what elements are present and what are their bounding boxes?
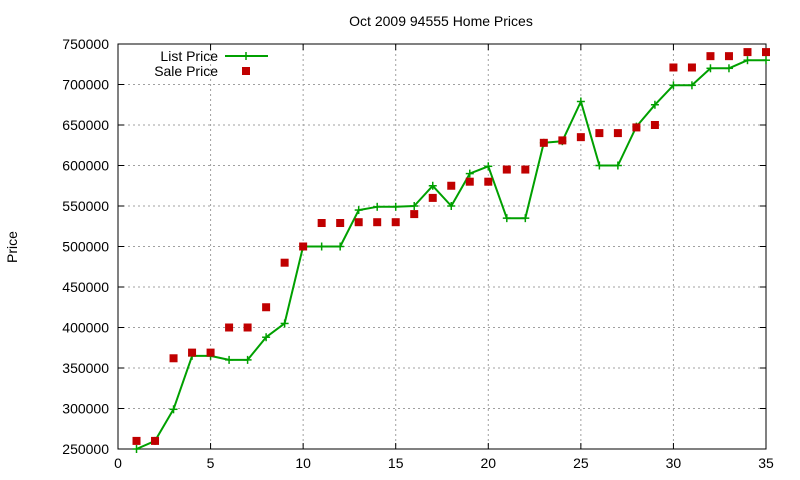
sale-price-point xyxy=(724,52,733,61)
sale-price-point xyxy=(280,258,289,267)
x-tick-label: 30 xyxy=(666,455,682,471)
y-tick-label: 750000 xyxy=(62,36,109,52)
sale-price-point xyxy=(743,48,752,57)
sale-price-point xyxy=(539,138,548,147)
list-price-point xyxy=(391,202,400,211)
sale-price-point xyxy=(410,210,419,219)
sale-price-point xyxy=(299,242,308,251)
list-price-point xyxy=(280,319,289,328)
legend-marker-sale-price xyxy=(242,67,250,75)
y-tick-label: 250000 xyxy=(62,441,109,457)
sale-price-point xyxy=(650,121,659,129)
y-tick-label: 400000 xyxy=(62,320,109,336)
sale-price-point xyxy=(243,323,252,332)
sale-price-point xyxy=(336,219,345,228)
sale-price-point xyxy=(132,436,141,445)
sale-price-point xyxy=(225,323,234,332)
list-price-point xyxy=(169,405,178,414)
sale-price-point xyxy=(521,165,530,174)
list-price-point xyxy=(576,97,585,106)
list-price-point xyxy=(613,161,622,170)
y-tick-label: 650000 xyxy=(62,117,109,133)
sale-price-point xyxy=(188,348,197,357)
list-price-point xyxy=(484,162,493,171)
list-price-point xyxy=(650,100,659,109)
sale-price-point xyxy=(558,136,567,145)
legend-label-sale-price: Sale Price xyxy=(154,63,218,79)
list-price-point xyxy=(373,202,382,211)
sale-price-point xyxy=(373,218,382,227)
list-price-point xyxy=(595,161,604,170)
sale-price-point xyxy=(576,133,585,142)
sale-price-point xyxy=(762,48,770,57)
sale-price-point xyxy=(502,165,511,174)
list-price-point xyxy=(132,445,141,453)
sale-price-point xyxy=(613,129,622,138)
sale-price-point xyxy=(317,219,326,228)
sale-price-point xyxy=(706,52,715,61)
list-price-point xyxy=(336,242,345,251)
list-price-point xyxy=(706,64,715,73)
axis-ticks: 0 5 10 15 20 25 30 35 250000 300000 350000 400000 45… xyxy=(62,36,774,471)
sale-price-point xyxy=(206,348,215,357)
x-tick-label: 20 xyxy=(480,455,496,471)
y-tick-label: 600000 xyxy=(62,158,109,174)
list-price-point xyxy=(669,81,678,90)
sale-price-point xyxy=(447,181,456,190)
sale-price-point xyxy=(391,218,400,227)
x-tick-label: 15 xyxy=(388,455,404,471)
sale-price-point xyxy=(151,436,160,445)
y-tick-label: 350000 xyxy=(62,360,109,376)
sale-price-point xyxy=(484,177,493,186)
list-price-point xyxy=(225,355,234,364)
x-tick-label: 10 xyxy=(295,455,311,471)
list-price-point xyxy=(724,64,733,73)
legend-label-list-price: List Price xyxy=(160,48,218,64)
list-price-point xyxy=(465,169,474,178)
list-price-point xyxy=(762,56,770,65)
y-tick-label: 500000 xyxy=(62,239,109,255)
list-price-point xyxy=(447,202,456,210)
x-tick-label: 25 xyxy=(573,455,589,471)
y-tick-label: 300000 xyxy=(62,401,109,417)
y-axis-label: Price xyxy=(4,231,20,263)
sale-price-point xyxy=(262,303,271,312)
list-price-point xyxy=(428,181,437,190)
series-layer xyxy=(132,48,770,453)
legend: List Price Sale Price xyxy=(154,48,268,79)
list-price-point xyxy=(521,214,530,223)
legend-marker-list-price xyxy=(242,52,250,60)
list-price-point xyxy=(502,214,511,223)
chart-title: Oct 2009 94555 Home Prices xyxy=(349,13,533,29)
list-price-point xyxy=(687,81,696,90)
sale-price-point xyxy=(169,354,178,363)
y-tick-label: 700000 xyxy=(62,77,109,93)
sale-price-point xyxy=(428,193,437,202)
list-price-point xyxy=(317,242,326,251)
sale-price-point xyxy=(632,123,641,132)
sale-price-point xyxy=(687,63,696,72)
grid-lines xyxy=(118,44,766,449)
x-tick-label: 35 xyxy=(758,455,774,471)
sale-price-point xyxy=(465,177,474,186)
list-price-point xyxy=(262,333,271,342)
list-price-point xyxy=(743,56,752,65)
sale-price-point xyxy=(354,218,363,227)
list-price-point xyxy=(354,206,363,215)
y-tick-label: 450000 xyxy=(62,279,109,295)
sale-price-point xyxy=(669,63,678,72)
x-tick-label: 0 xyxy=(114,455,122,471)
sale-price-point xyxy=(595,129,604,138)
list-price-point xyxy=(410,202,419,210)
list-price-line xyxy=(136,59,766,450)
y-tick-label: 550000 xyxy=(62,198,109,214)
x-tick-label: 5 xyxy=(207,455,215,471)
list-price-point xyxy=(243,355,252,364)
